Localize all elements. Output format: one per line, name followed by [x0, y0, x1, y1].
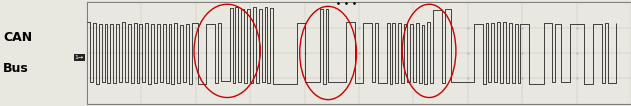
Text: Bus: Bus	[3, 62, 29, 75]
Text: 1→: 1→	[75, 55, 84, 60]
Bar	[87, 2, 631, 104]
Text: CAN: CAN	[3, 31, 32, 44]
